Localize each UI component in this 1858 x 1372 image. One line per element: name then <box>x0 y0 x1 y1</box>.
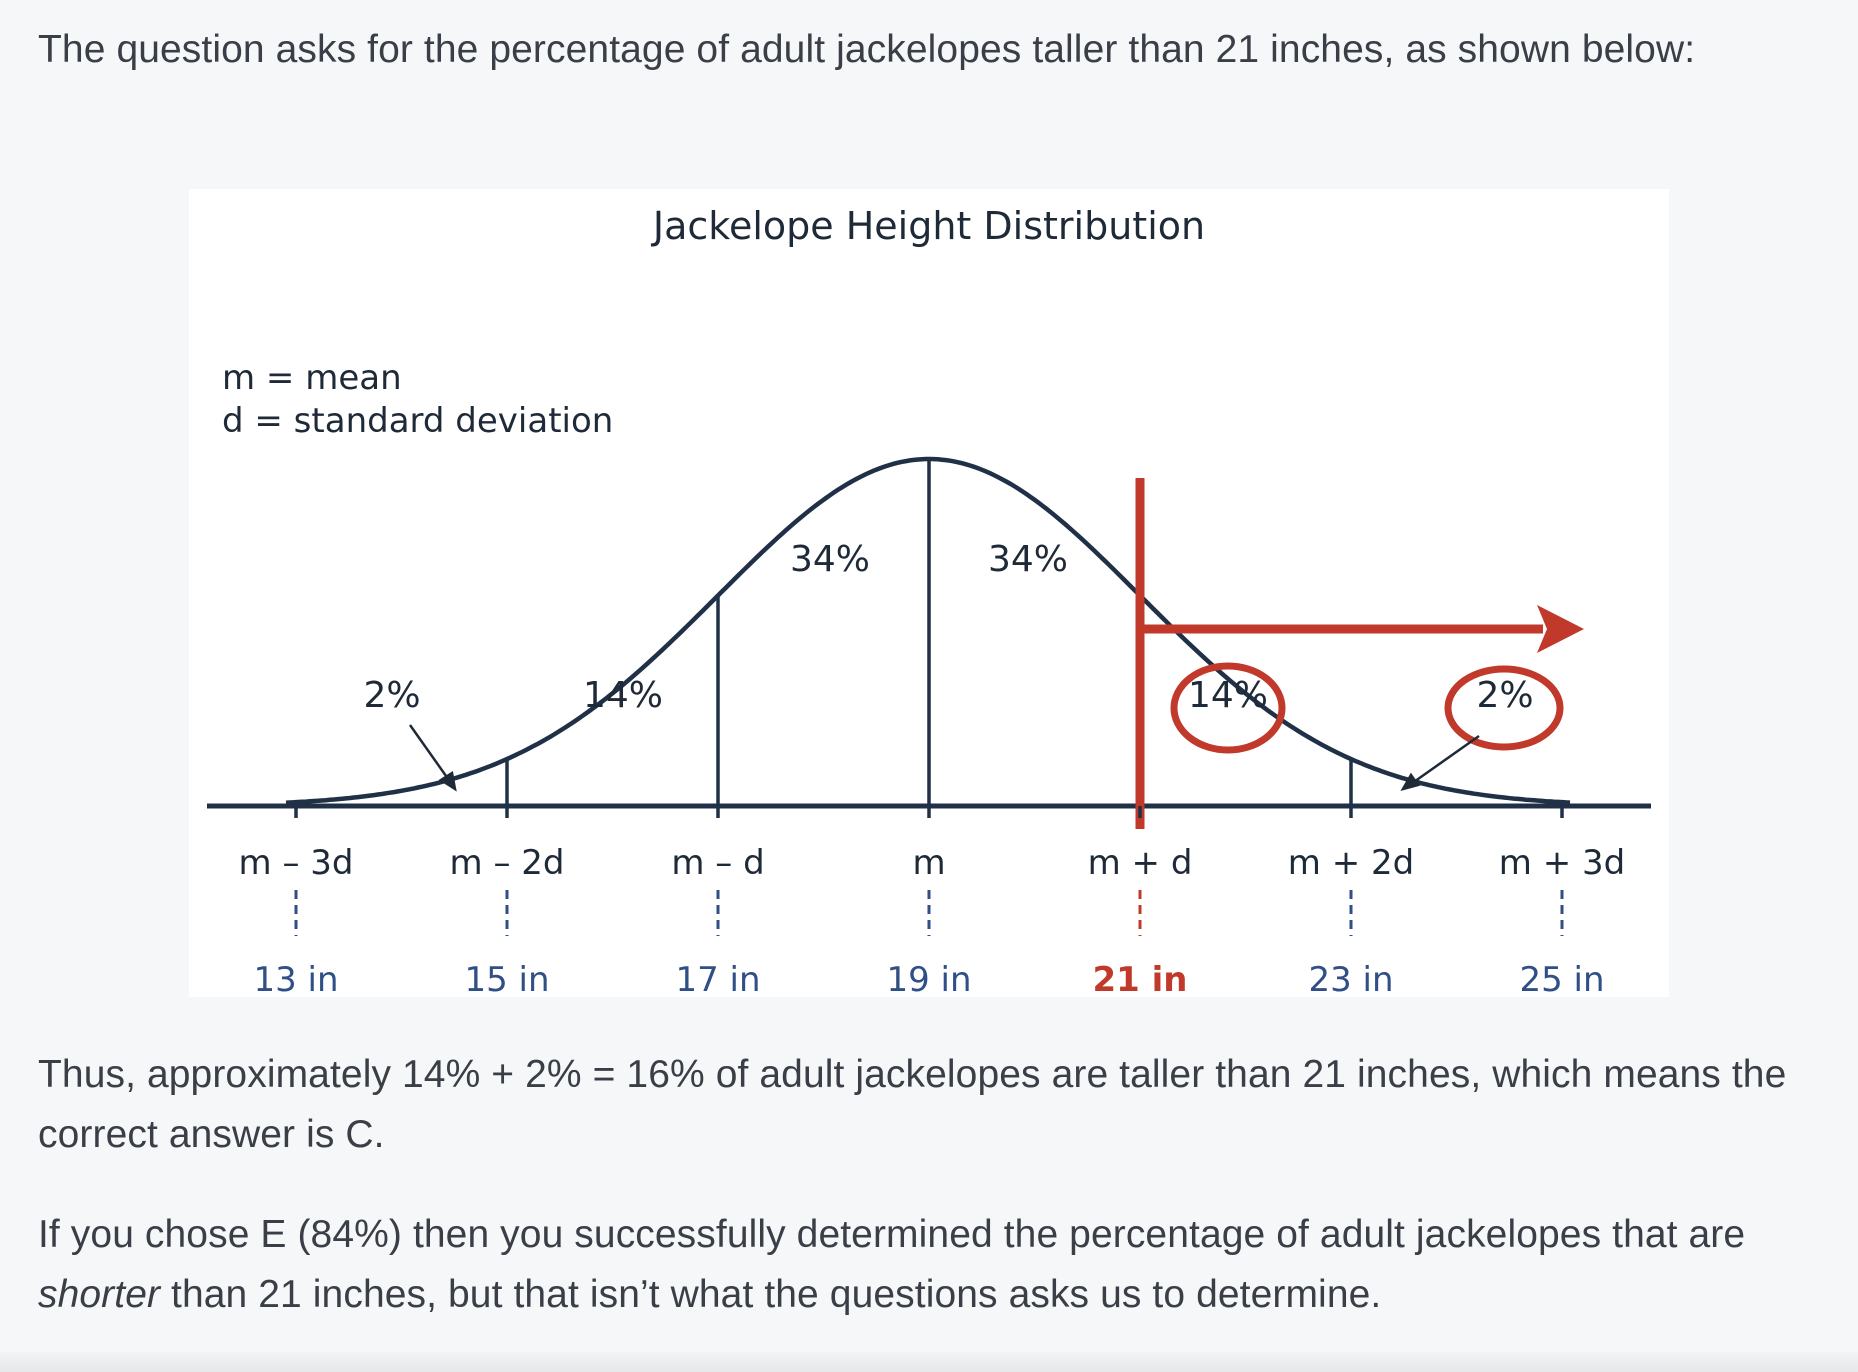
tick-label: m – d <box>671 843 764 883</box>
region-label-right-14: 14% <box>1188 675 1268 716</box>
tick-label: m + 2d <box>1288 843 1414 883</box>
tick-label: m – 3d <box>239 843 354 883</box>
tick-label: m – 2d <box>450 843 565 883</box>
tick-value-highlight: 21 in <box>1092 960 1187 997</box>
followup-text-after: than 21 inches, but that isn’t what the … <box>160 1273 1382 1316</box>
region-label-right-tail: 2% <box>1476 675 1533 716</box>
tick-value: 13 in <box>253 960 338 997</box>
conclusion-paragraph: Thus, approximately 14% + 2% = 16% of ad… <box>38 1053 1787 1156</box>
bottom-edge <box>0 1352 1858 1372</box>
right-tail-pointer-arrow <box>1400 734 1480 791</box>
intro-paragraph: The question asks for the percentage of … <box>38 28 1696 71</box>
figure-title: Jackelope Height Distribution <box>651 204 1205 248</box>
tick-value: 15 in <box>464 960 549 997</box>
left-tail-pointer-arrow <box>408 724 457 792</box>
followup-emphasis: shorter <box>38 1273 161 1316</box>
region-label-right-34: 34% <box>988 539 1068 580</box>
followup-paragraph: If you chose E (84%) then you successful… <box>38 1205 1828 1325</box>
tick-label: m + d <box>1088 843 1193 883</box>
region-label-left-34: 34% <box>790 539 870 580</box>
legend-sd: d = standard deviation <box>222 401 613 441</box>
circle-highlight-2 <box>1444 665 1564 751</box>
tick-value: 23 in <box>1308 960 1393 997</box>
tick-label: m <box>912 843 945 883</box>
legend-mean: m = mean <box>222 358 402 398</box>
followup-text-before: If you chose E (84%) then you successful… <box>38 1213 1746 1256</box>
circle-highlight-14 <box>1170 662 1286 754</box>
distribution-figure: Jackelope Height Distribution m = mean d… <box>189 189 1669 997</box>
greater-than-arrow-head <box>1537 605 1584 653</box>
tick-value: 25 in <box>1519 960 1604 997</box>
tick-label: m + 3d <box>1499 843 1625 883</box>
region-label-left-14: 14% <box>583 675 663 716</box>
tick-value: 19 in <box>886 960 971 997</box>
region-label-left-tail: 2% <box>363 675 420 716</box>
tick-value: 17 in <box>675 960 760 997</box>
